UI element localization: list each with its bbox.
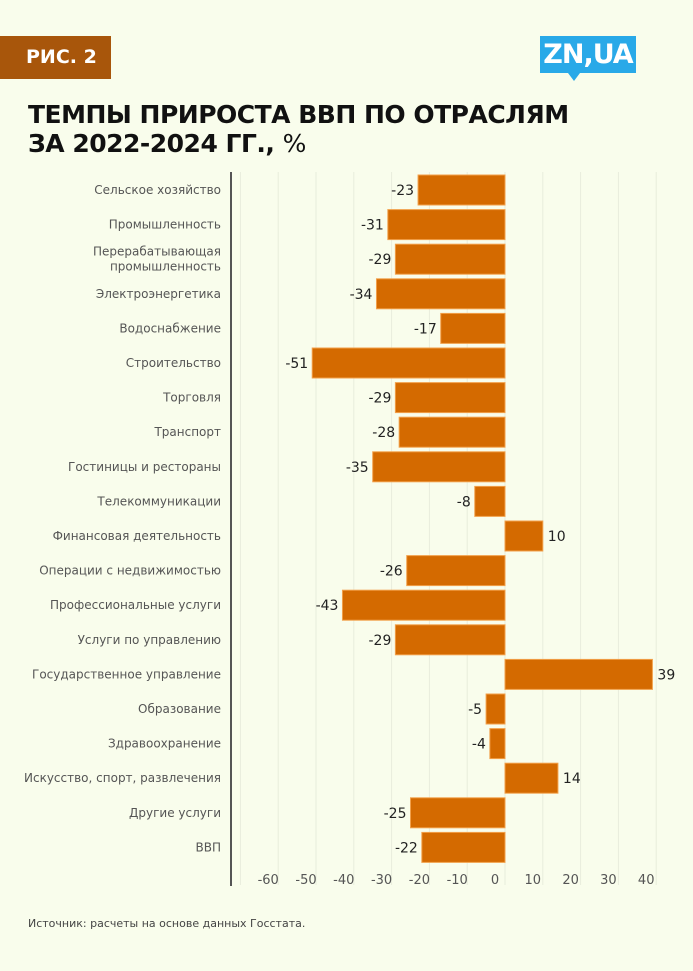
bar — [398, 416, 506, 448]
data-label: -31 — [361, 218, 384, 234]
data-label: -22 — [395, 840, 418, 856]
bar — [410, 797, 506, 829]
bar — [421, 831, 506, 863]
category-label: Телекоммуникации — [96, 494, 221, 508]
category-label: Финансовая деятельность — [53, 529, 221, 543]
data-label: -5 — [468, 702, 482, 718]
category-label: Транспорт — [153, 425, 221, 439]
category-label: Здравоохранение — [108, 737, 221, 751]
category-label: Образование — [138, 702, 221, 716]
bar — [341, 589, 506, 621]
data-label: 10 — [548, 529, 566, 545]
category-label: Государственное управление — [32, 667, 221, 681]
data-label: -29 — [369, 391, 392, 407]
x-tick-label: 10 — [525, 873, 542, 888]
zn-ua-logo: ZN,UA — [540, 36, 636, 81]
bar — [375, 278, 506, 310]
category-label: Другие услуги — [129, 806, 221, 820]
data-label: -23 — [391, 183, 414, 199]
category-label: Промышленность — [109, 218, 221, 232]
bar — [394, 624, 506, 656]
category-label: Торговля — [162, 391, 221, 405]
title-line-2: ЗА 2022-2024 ГГ., — [28, 129, 275, 158]
data-label: -43 — [316, 598, 339, 614]
bar — [394, 382, 506, 414]
data-label: -29 — [369, 252, 392, 268]
bar — [372, 451, 506, 483]
x-tick-label: 30 — [600, 873, 617, 888]
data-label: 39 — [657, 667, 675, 683]
bar — [394, 243, 506, 275]
data-label: 14 — [563, 771, 581, 787]
category-label: промышленность — [110, 260, 221, 274]
bar — [474, 485, 506, 517]
x-tick-label: -30 — [371, 873, 392, 888]
category-label: Искусство, спорт, развлечения — [24, 771, 221, 785]
bar — [311, 347, 506, 379]
bar — [387, 209, 506, 241]
bar — [504, 762, 559, 794]
category-label: Гостиницы и рестораны — [68, 460, 221, 474]
data-label: -25 — [384, 806, 407, 822]
data-label: -35 — [346, 460, 369, 476]
source-note: Источник: расчеты на основе данных Госст… — [28, 917, 306, 930]
bar — [489, 728, 506, 760]
x-tick-label: 0 — [491, 873, 499, 888]
data-label: -8 — [457, 494, 471, 510]
category-label: Электроэнергетика — [96, 287, 221, 301]
data-label: -4 — [472, 737, 486, 753]
figure-badge: РИС. 2 — [0, 36, 111, 79]
data-label: -17 — [414, 321, 437, 337]
category-label: Строительство — [126, 356, 221, 370]
data-label: -51 — [285, 356, 308, 372]
bar — [504, 658, 653, 690]
x-tick-label: -50 — [295, 873, 316, 888]
bar — [440, 312, 506, 344]
x-tick-label: -60 — [258, 873, 279, 888]
x-tick-label: -20 — [409, 873, 430, 888]
x-tick-label: -10 — [447, 873, 468, 888]
bar — [406, 555, 506, 587]
data-label: -28 — [372, 425, 395, 441]
x-tick-label: 20 — [562, 873, 579, 888]
title-unit: % — [282, 129, 307, 158]
category-label: Перерабатывающая — [93, 245, 221, 259]
bar — [504, 520, 544, 552]
bar — [417, 174, 506, 206]
x-tick-label: 40 — [638, 873, 655, 888]
data-label: -26 — [380, 564, 403, 580]
bar — [485, 693, 506, 725]
category-label: Сельское хозяйство — [94, 183, 221, 197]
data-label: -34 — [350, 287, 373, 303]
x-tick-label: -40 — [333, 873, 354, 888]
category-label: Услуги по управлению — [78, 633, 221, 647]
category-label: Операции с недвижимостью — [39, 564, 221, 578]
title-line-1: ТЕМПЫ ПРИРОСТА ВВП ПО ОТРАСЛЯМ — [28, 100, 569, 129]
data-label: -29 — [369, 633, 392, 649]
category-label: Водоснабжение — [119, 321, 221, 335]
category-label: Профессиональные услуги — [50, 598, 221, 612]
category-label: ВВП — [196, 840, 222, 854]
chart-title: ТЕМПЫ ПРИРОСТА ВВП ПО ОТРАСЛЯМ ЗА 2022-2… — [28, 100, 569, 158]
